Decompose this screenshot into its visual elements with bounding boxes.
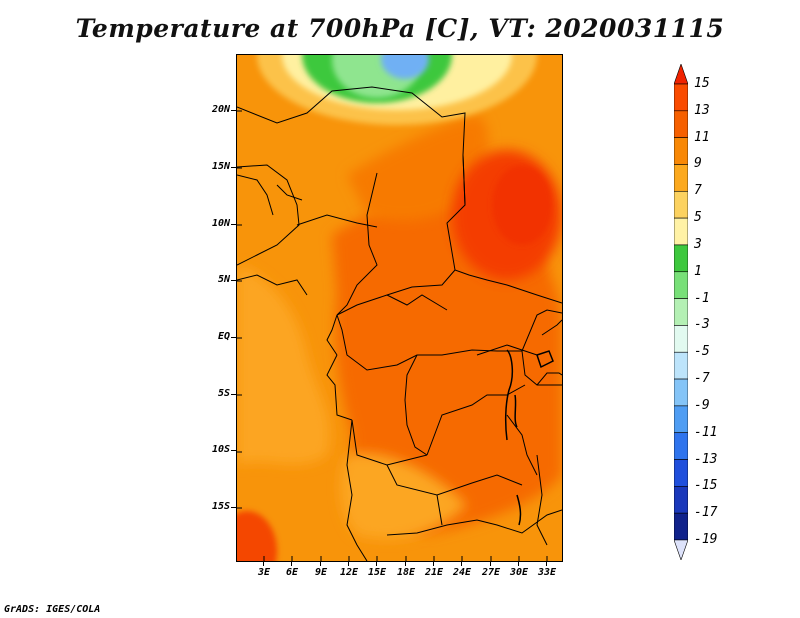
colorbar-bin bbox=[674, 217, 688, 246]
colorbar-label: 3 bbox=[694, 236, 702, 252]
temperature-map bbox=[236, 54, 563, 562]
colorbar-label: -17 bbox=[694, 505, 718, 521]
lon-label-21e: 21E bbox=[424, 567, 444, 578]
grads-credit: GrADS: IGES/COLA bbox=[4, 604, 101, 615]
lat-label-5n: 5N bbox=[217, 274, 230, 285]
lon-tick bbox=[376, 562, 377, 566]
colorbar-label: -13 bbox=[694, 451, 718, 467]
colorbar-label: 7 bbox=[694, 183, 702, 199]
lat-label-5s: 5S bbox=[217, 388, 230, 399]
lon-label-30e: 30E bbox=[509, 567, 529, 578]
lon-tick bbox=[320, 562, 321, 566]
colorbar-bin bbox=[674, 432, 688, 460]
lat-label-10n: 10N bbox=[211, 218, 230, 229]
colorbar-label: -1 bbox=[694, 290, 710, 306]
temperature-field-west-cool bbox=[237, 265, 330, 465]
colorbar-bin bbox=[674, 164, 688, 192]
lon-tick bbox=[546, 562, 547, 566]
lat-tick bbox=[231, 280, 236, 281]
colorbar-bin bbox=[674, 512, 688, 541]
lon-label-24e: 24E bbox=[452, 567, 472, 578]
lon-tick bbox=[461, 562, 462, 566]
lakes bbox=[504, 349, 554, 526]
colorbar-bin bbox=[674, 351, 688, 380]
lat-label-10s: 10S bbox=[211, 444, 230, 455]
colorbar-bin bbox=[674, 486, 688, 514]
colorbar-bin bbox=[674, 190, 688, 219]
colorbar-label: -7 bbox=[694, 371, 710, 387]
lat-tick bbox=[231, 224, 236, 225]
lon-label-12e: 12E bbox=[339, 567, 359, 578]
colorbar-label: -11 bbox=[694, 424, 718, 440]
lon-label-18e: 18E bbox=[396, 567, 416, 578]
colorbar-label: 15 bbox=[694, 76, 710, 91]
colorbar-label: 11 bbox=[694, 129, 710, 145]
lon-label-15e: 15E bbox=[367, 567, 387, 578]
lon-label-27e: 27E bbox=[481, 567, 501, 578]
colorbar-bin bbox=[674, 405, 688, 434]
lon-tick bbox=[490, 562, 491, 566]
temperature-field-sw-hot bbox=[237, 511, 277, 561]
lat-label-20n: 20N bbox=[211, 104, 230, 115]
inner-ticks bbox=[237, 110, 548, 561]
colorbar-label: 1 bbox=[694, 263, 702, 279]
colorbar-label: -5 bbox=[694, 344, 710, 360]
lat-tick bbox=[231, 394, 236, 395]
temperature-field-warm bbox=[332, 196, 562, 535]
lat-label-15n: 15N bbox=[211, 161, 230, 172]
lon-label-9e: 9E bbox=[314, 567, 328, 578]
colorbar-label: 5 bbox=[694, 210, 702, 226]
temperature-field-hot-core bbox=[492, 165, 552, 245]
colorbar-bottom-arrow bbox=[674, 539, 688, 560]
lon-tick bbox=[348, 562, 349, 566]
temperature-field-warm-north bbox=[347, 115, 489, 221]
temperature-field-south-cool bbox=[340, 453, 467, 539]
lon-tick bbox=[433, 562, 434, 566]
map-canvas bbox=[237, 55, 562, 561]
lat-tick bbox=[231, 450, 236, 451]
lon-tick bbox=[405, 562, 406, 566]
lon-tick bbox=[518, 562, 519, 566]
colorbar-label: -3 bbox=[694, 317, 710, 333]
lat-label-eq: EQ bbox=[217, 331, 230, 342]
colorbar-bin bbox=[674, 378, 688, 407]
colorbar-bin bbox=[674, 459, 688, 487]
colorbar-label: -19 bbox=[694, 532, 718, 547]
colorbar bbox=[674, 64, 688, 560]
colorbar-bin bbox=[674, 137, 688, 165]
colorbar-bin bbox=[674, 83, 688, 112]
lon-tick bbox=[263, 562, 264, 566]
temperature-field-n-blue bbox=[381, 55, 429, 79]
map-title: Temperature at 700hPa [C], VT: 202003111… bbox=[75, 14, 725, 43]
colorbar-label: -15 bbox=[694, 478, 718, 494]
colorbar-label: 13 bbox=[694, 102, 710, 118]
lon-tick bbox=[291, 562, 292, 566]
lat-tick bbox=[231, 167, 236, 168]
lon-label-33e: 33E bbox=[537, 567, 557, 578]
lat-tick bbox=[231, 110, 236, 111]
lat-tick bbox=[231, 337, 236, 338]
colorbar-bin bbox=[674, 271, 688, 299]
colorbar-bin bbox=[674, 244, 688, 273]
colorbar-bin bbox=[674, 298, 688, 326]
lat-tick bbox=[231, 507, 236, 508]
colorbar-label: -9 bbox=[694, 397, 710, 413]
colorbar-top-arrow bbox=[674, 64, 688, 85]
lon-label-3e: 3E bbox=[257, 567, 271, 578]
lon-label-6e: 6E bbox=[285, 567, 299, 578]
colorbar-label: 9 bbox=[694, 156, 702, 172]
lat-label-15s: 15S bbox=[211, 501, 230, 512]
country-borders bbox=[237, 86, 562, 561]
colorbar-bin bbox=[674, 325, 688, 353]
colorbar-bin bbox=[674, 110, 688, 138]
